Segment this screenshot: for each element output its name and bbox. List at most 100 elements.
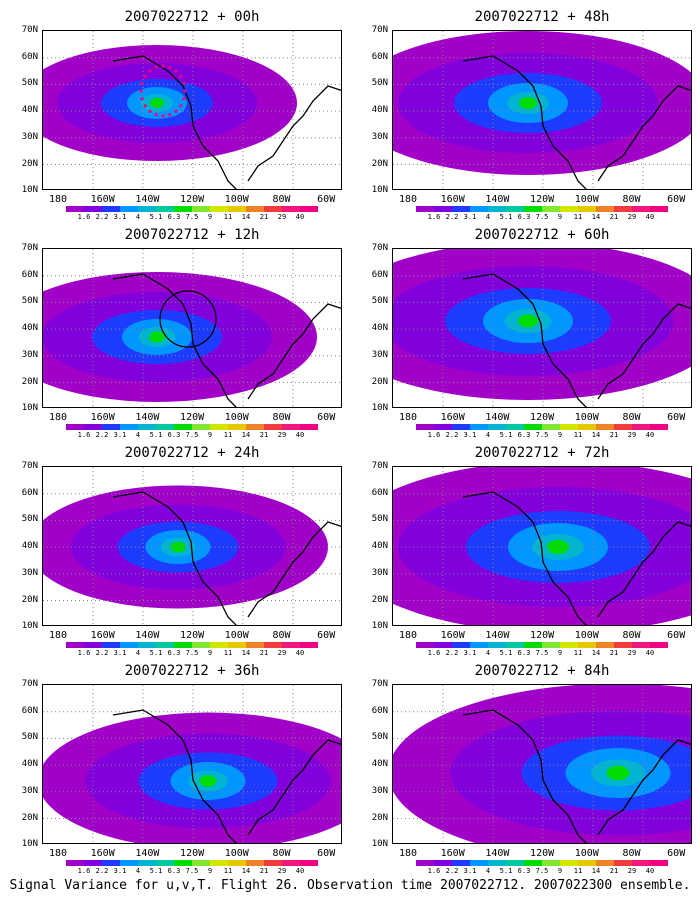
lat-label: 10N (371, 403, 388, 414)
lat-label: 10N (371, 621, 388, 632)
colorbar-swatch (614, 860, 632, 866)
lat-label: 30N (21, 131, 38, 142)
colorbar-label: 3.1 (113, 431, 127, 439)
lon-label: 140W (135, 412, 160, 423)
lat-label: 10N (21, 839, 38, 850)
colorbar-swatch (102, 424, 120, 430)
coastline (112, 491, 341, 625)
colorbar-swatch (560, 860, 578, 866)
colorbar-swatch (192, 206, 210, 212)
colorbar-swatch (228, 642, 246, 648)
colorbar-swatch (578, 424, 596, 430)
colorbar-label: 1.6 (77, 431, 91, 439)
forecast-panel: 2007022712 + 48h 70N 60N 50N 40N 30N 20N 10N 180… (372, 8, 692, 221)
colorbar-label: 3.1 (463, 867, 477, 875)
colorbar-swatch (632, 424, 650, 430)
lon-label: 160W (90, 194, 115, 205)
colorbar-label: 9 (557, 213, 563, 221)
colorbar-swatch (174, 206, 192, 212)
colorbar-label: 1.6 (427, 649, 441, 657)
lat-label: 60N (21, 51, 38, 62)
lat-label: 60N (371, 269, 388, 280)
colorbar-swatch (506, 206, 524, 212)
lat-label: 40N (21, 759, 38, 770)
colorbar-swatch (596, 860, 614, 866)
colorbar-label: 9 (207, 213, 213, 221)
colorbar-swatch (282, 642, 300, 648)
colorbar-swatch (156, 860, 174, 866)
lon-label: 180 (398, 194, 418, 205)
colorbar-swatch (542, 424, 560, 430)
lat-label: 20N (371, 812, 388, 823)
colorbar-label: 11 (573, 213, 583, 221)
colorbar-label: 14 (591, 431, 601, 439)
coastline (112, 55, 341, 189)
lat-label: 20N (371, 594, 388, 605)
variance-contour (199, 775, 217, 787)
colorbar-label: 11 (573, 431, 583, 439)
colorbar-swatch (614, 206, 632, 212)
colorbar-swatch (192, 424, 210, 430)
lon-label: 120W (530, 630, 555, 641)
colorbar-label: 21 (259, 213, 269, 221)
lat-label: 40N (21, 105, 38, 116)
lon-label: 80W (272, 194, 291, 205)
coastline (112, 709, 341, 843)
colorbar-swatch (632, 860, 650, 866)
lat-label: 10N (21, 621, 38, 632)
lat-label: 20N (21, 594, 38, 605)
colorbar-label: 2.2 (445, 649, 459, 657)
colorbar-label: 5.1 (499, 431, 513, 439)
lon-label: 80W (272, 412, 291, 423)
colorbar-label: 3.1 (113, 867, 127, 875)
colorbar-label: 40 (645, 867, 655, 875)
lat-label: 20N (371, 158, 388, 169)
colorbar-label: 7.5 (185, 213, 199, 221)
colorbar-label: 6.3 (167, 867, 181, 875)
colorbar-swatch (488, 424, 506, 430)
forecast-panel: 2007022712 + 60h 70N 60N 50N 40N 30N 20N 10N 180… (372, 226, 692, 439)
colorbar-label: 3.1 (113, 649, 127, 657)
colorbar-label: 11 (223, 649, 233, 657)
colorbar-swatch (264, 860, 282, 866)
colorbar-swatch (596, 642, 614, 648)
lon-label: 140W (485, 412, 510, 423)
colorbar-swatch (156, 206, 174, 212)
panel-title: 2007022712 + 84h (474, 663, 610, 679)
colorbar-label: 21 (609, 431, 619, 439)
observation-dot (140, 81, 144, 85)
lat-label: 10N (371, 839, 388, 850)
variance-contour (150, 98, 164, 108)
colorbar-swatch (560, 206, 578, 212)
colorbar-swatch (120, 424, 138, 430)
colorbar-swatch (470, 860, 488, 866)
colorbar-swatch (102, 206, 120, 212)
colorbar-label: 40 (295, 431, 305, 439)
variance-contour (518, 314, 538, 328)
variance-map (42, 684, 342, 844)
colorbar-label: 40 (645, 213, 655, 221)
colorbar-swatch (192, 642, 210, 648)
colorbar-swatch (174, 424, 192, 430)
colorbar-label: 5.1 (499, 867, 513, 875)
colorbar-label: 7.5 (535, 431, 549, 439)
colorbar-swatch (210, 860, 228, 866)
colorbar-swatch (416, 424, 434, 430)
observation-dot (139, 89, 143, 93)
colorbar-swatch (210, 424, 228, 430)
colorbar-label: 1.6 (427, 213, 441, 221)
colorbar-swatch (174, 860, 192, 866)
colorbar-label: 2.2 (445, 867, 459, 875)
colorbar-label: 9 (207, 649, 213, 657)
lat-label: 50N (21, 296, 38, 307)
lat-label: 60N (21, 705, 38, 716)
variance-map (392, 30, 692, 190)
colorbar-label: 9 (557, 649, 563, 657)
colorbar-swatch (120, 642, 138, 648)
lon-label: 100W (224, 412, 249, 423)
lat-label: 50N (371, 514, 388, 525)
lon-label: 180 (398, 412, 418, 423)
colorbar-label: 7.5 (185, 649, 199, 657)
observation-dot (143, 74, 147, 78)
lon-label: 100W (574, 194, 599, 205)
